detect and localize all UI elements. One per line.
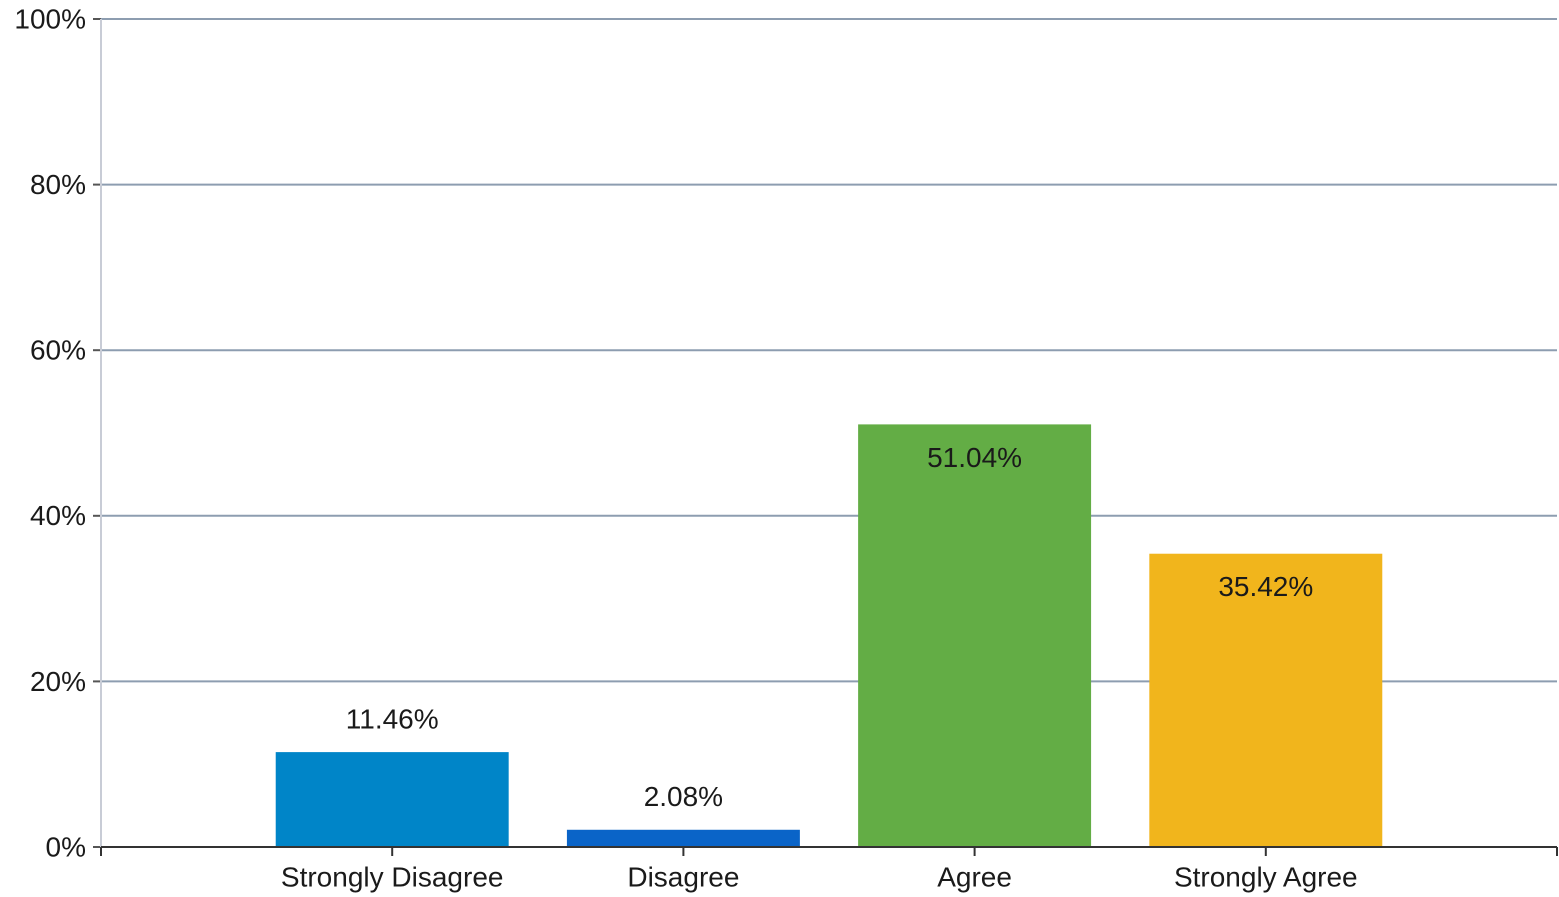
x-tick-label: Strongly Disagree <box>281 861 504 892</box>
y-tick-label: 20% <box>30 666 86 697</box>
bar <box>1149 553 1383 847</box>
data-label: 35.42% <box>1218 571 1313 602</box>
x-tick-label: Disagree <box>627 861 739 892</box>
bar <box>858 424 1092 847</box>
data-label: 2.08% <box>644 781 723 812</box>
x-tick-label: Strongly Agree <box>1174 861 1358 892</box>
y-tick-label: 80% <box>30 169 86 200</box>
data-label: 51.04% <box>927 442 1022 473</box>
y-tick-label: 60% <box>30 335 86 366</box>
data-label: 11.46% <box>346 704 439 735</box>
y-tick-label: 100% <box>14 3 86 34</box>
y-tick-label: 40% <box>30 500 86 531</box>
x-tick-label: Agree <box>937 861 1012 892</box>
bar <box>566 829 800 847</box>
y-tick-label: 0% <box>46 831 86 862</box>
bar <box>275 752 509 847</box>
